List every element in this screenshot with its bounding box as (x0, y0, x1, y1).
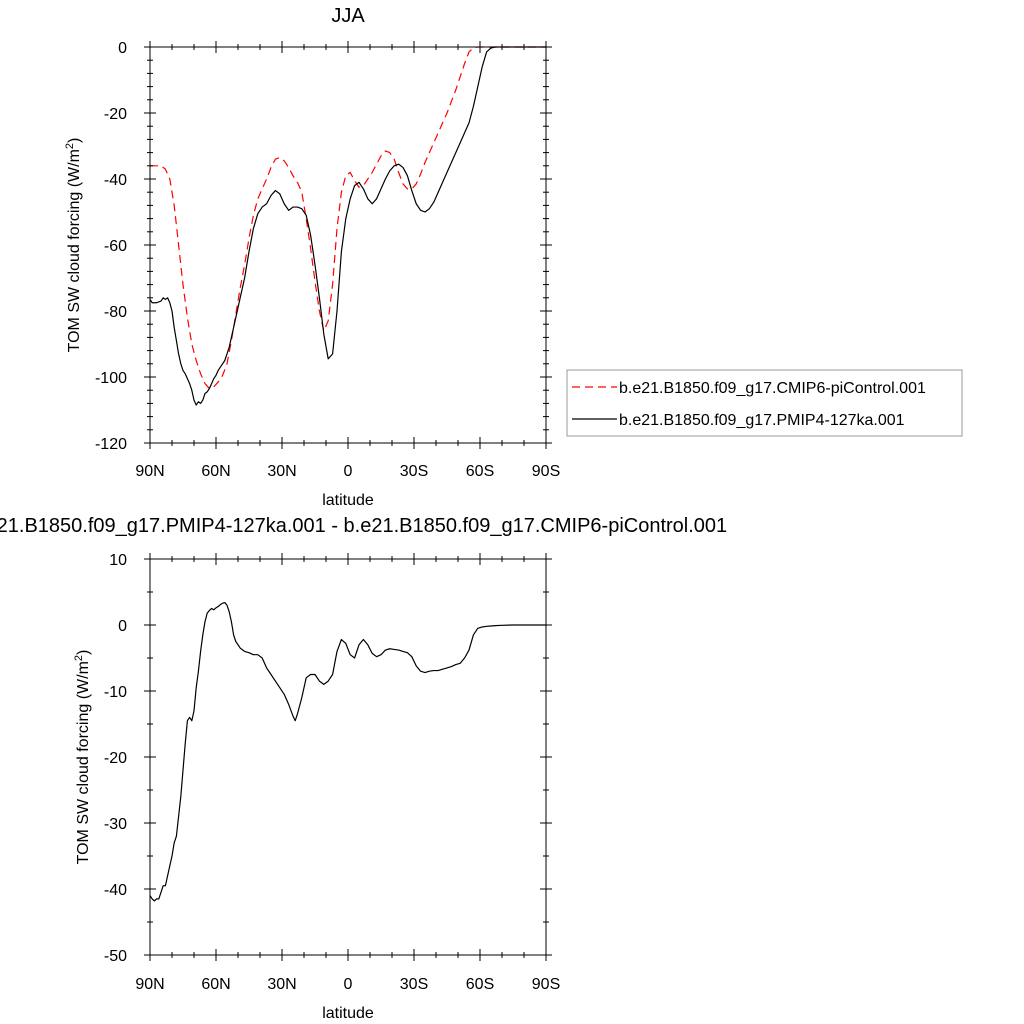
x-tick-label: 60N (201, 463, 230, 480)
x-tick-label: 90S (532, 976, 560, 993)
chart-1-series-layer (149, 46, 546, 406)
y-tick-label: -10 (104, 684, 127, 701)
chart-1: JJA 0 -20 -40 -60 -80 -100 -120 90N 60N … (64, 5, 963, 509)
chart-1-series-1-line (150, 46, 546, 390)
y-tick-label: -60 (104, 238, 127, 255)
y-tick-label: -20 (104, 750, 127, 767)
y-tick-label: -80 (104, 304, 127, 321)
x-tick-label: 30S (400, 463, 428, 480)
legend-label-series-1: b.e21.B1850.f09_g17.CMIP6-piControl.001 (619, 380, 926, 397)
y-tick-label: -50 (104, 948, 127, 965)
chart-1-title: JJA (331, 5, 365, 27)
chart-2-series-layer (149, 601, 546, 902)
x-tick-label: 90N (135, 463, 164, 480)
chart-1-frame (149, 46, 547, 444)
x-tick-label: 90S (532, 463, 560, 480)
chart-2-frame (149, 558, 547, 956)
chart-2-y-tick-labels: 10 0 -10 -20 -30 -40 -50 (104, 552, 127, 965)
chart-1-y-axis-label: TOM SW cloud forcing (W/m2) (64, 138, 83, 353)
chart-1-legend: b.e21.B1850.f09_g17.CMIP6-piControl.001 … (566, 369, 963, 437)
x-tick-label: 60N (201, 976, 230, 993)
y-tick-label: -120 (95, 436, 127, 453)
y-tick-label: -100 (95, 370, 127, 387)
x-tick-label: 30N (267, 463, 296, 480)
chart-1-x-axis-label: latitude (322, 492, 374, 509)
x-tick-label: 90N (135, 976, 164, 993)
chart-1-ticks (144, 41, 552, 449)
x-tick-label: 60S (466, 976, 494, 993)
x-tick-label: 30S (400, 976, 428, 993)
y-tick-label: -40 (104, 172, 127, 189)
chart-1-plot-area (144, 41, 552, 449)
chart-2-ticks (144, 553, 552, 961)
chart-2-x-tick-labels: 90N 60N 30N 0 30S 60S 90S (135, 976, 560, 993)
x-tick-label: 0 (344, 463, 353, 480)
y-tick-label: -20 (104, 106, 127, 123)
chart-2-x-axis-label: latitude (322, 1005, 374, 1022)
y-tick-label: 0 (118, 40, 127, 57)
chart-1-x-tick-labels: 90N 60N 30N 0 30S 60S 90S (135, 463, 560, 480)
x-tick-label: 30N (267, 976, 296, 993)
x-tick-label: 60S (466, 463, 494, 480)
legend-label-series-2: b.e21.B1850.f09_g17.PMIP4-127ka.001 (619, 412, 905, 429)
chart-2-y-axis-label: TOM SW cloud forcing (W/m2) (73, 650, 92, 865)
chart-2-series-1-line (149, 601, 546, 902)
y-tick-label: -30 (104, 816, 127, 833)
chart-1-series-2-line (149, 46, 546, 406)
chart-2: b.e21.B1850.f09_g17.PMIP4-127ka.001 - b.… (0, 515, 727, 1022)
legend-box (566, 369, 963, 437)
y-tick-label: 0 (118, 618, 127, 635)
chart-2-plot-area (144, 553, 552, 961)
y-tick-label: -40 (104, 882, 127, 899)
chart-2-title: b.e21.B1850.f09_g17.PMIP4-127ka.001 - b.… (0, 515, 727, 537)
chart-1-y-tick-labels: 0 -20 -40 -60 -80 -100 -120 (95, 40, 127, 453)
x-tick-label: 0 (344, 976, 353, 993)
y-tick-label: 10 (109, 552, 127, 569)
